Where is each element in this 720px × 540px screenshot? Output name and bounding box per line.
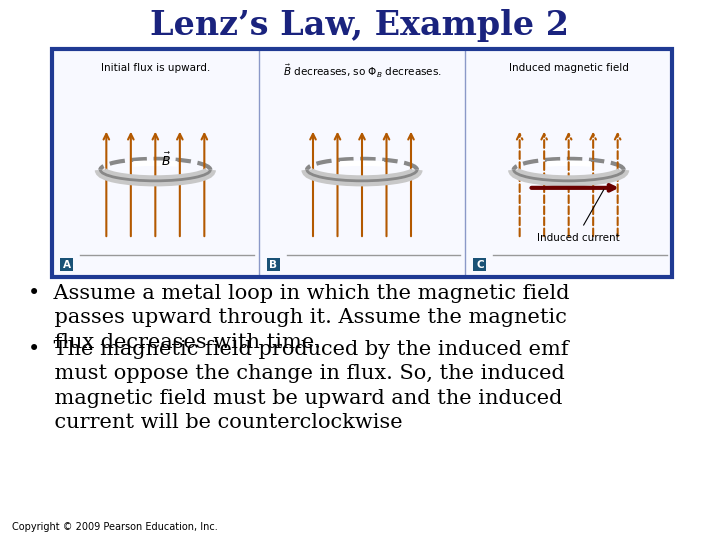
Text: Lenz’s Law, Example 2: Lenz’s Law, Example 2: [150, 9, 570, 42]
Text: B: B: [269, 260, 277, 269]
Text: •  The magnetic field produced by the induced emf
    must oppose the change in : • The magnetic field produced by the ind…: [28, 340, 569, 432]
Text: $\vec{B}$ decreases, so $\Phi_B$ decreases.: $\vec{B}$ decreases, so $\Phi_B$ decreas…: [282, 63, 441, 80]
FancyBboxPatch shape: [473, 258, 486, 271]
Bar: [52, 49, 672, 277]
FancyBboxPatch shape: [266, 258, 279, 271]
Text: Initial flux is upward.: Initial flux is upward.: [101, 63, 210, 73]
Text: Copyright © 2009 Pearson Education, Inc.: Copyright © 2009 Pearson Education, Inc.: [12, 522, 217, 532]
Text: Induced current: Induced current: [537, 233, 620, 243]
Text: C: C: [476, 260, 484, 269]
Text: Induced magnetic field: Induced magnetic field: [509, 63, 629, 73]
Text: •  Assume a metal loop in which the magnetic field
    passes upward through it.: • Assume a metal loop in which the magne…: [28, 284, 570, 352]
FancyBboxPatch shape: [60, 258, 73, 271]
Text: A: A: [63, 260, 71, 269]
Text: $\vec{B}$: $\vec{B}$: [161, 152, 171, 169]
